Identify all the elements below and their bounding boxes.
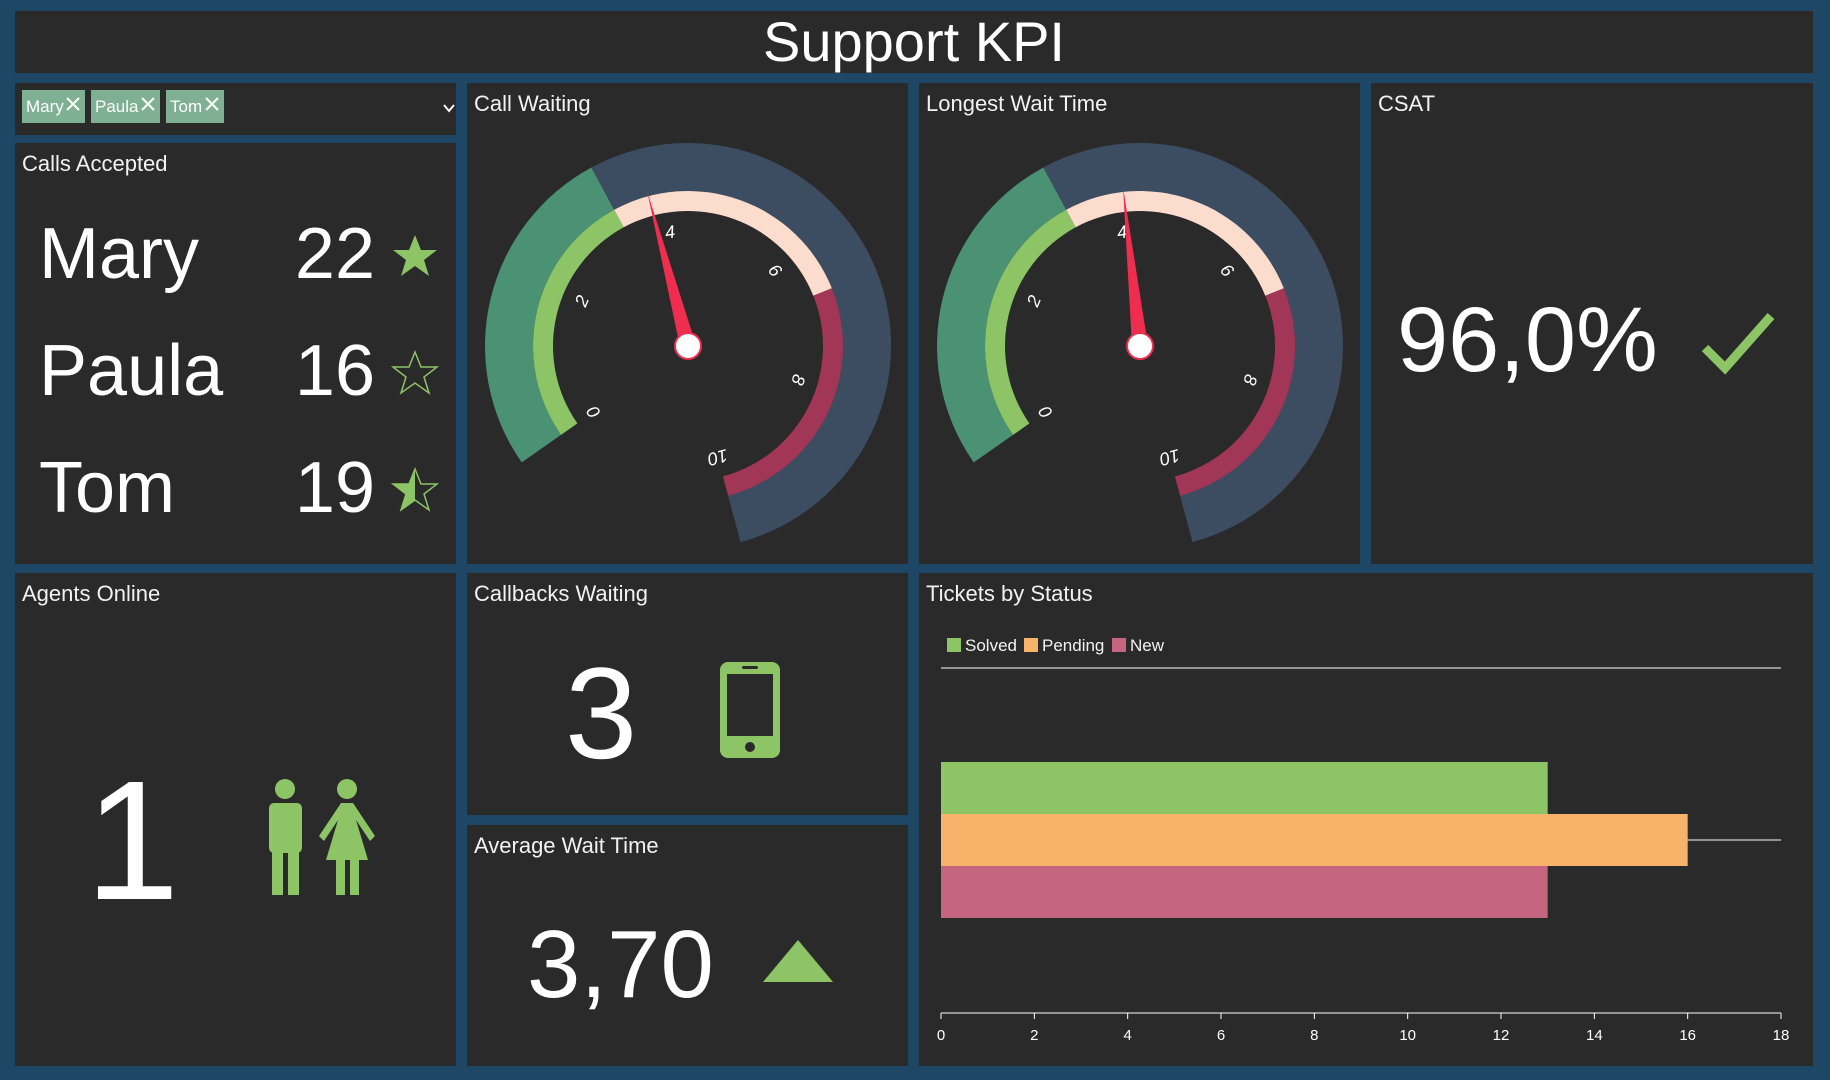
gauge-inner-band-mid [1066, 191, 1284, 296]
gauge-tick-label: 10 [706, 445, 731, 470]
gauge-tick-label: 10 [1158, 445, 1183, 470]
gauge-needle [647, 191, 696, 349]
x-tick-label: 0 [937, 1027, 945, 1044]
full-star-icon [393, 235, 437, 276]
legend-label: Pending [1042, 636, 1105, 655]
panel-title: Callbacks Waiting [474, 581, 649, 606]
phone-icon [720, 662, 780, 758]
calls-count-tom: 19 [294, 448, 375, 528]
close-icon[interactable] [204, 96, 220, 112]
csat-panel: CSAT 96,0% [1371, 83, 1813, 564]
agent-filter[interactable]: Mary Paula Tom [15, 83, 456, 135]
tickets-by-status-panel: Tickets by Status Solved Pending New 0 2 4… [919, 573, 1813, 1066]
average-wait-panel: Average Wait Time 3,70 [467, 825, 908, 1066]
bar-pending[interactable] [941, 814, 1688, 866]
gauge-outer-band-low [485, 167, 615, 463]
gauge-tick-label: 6 [1216, 260, 1238, 281]
calls-accepted-panel: Calls Accepted Mary 22 Paula 16 Tom 19 [15, 143, 456, 564]
x-tick-label: 4 [1123, 1027, 1131, 1044]
gauge-inner-band-high [1174, 288, 1295, 496]
x-tick-label: 14 [1586, 1027, 1603, 1044]
x-tick-label: 18 [1773, 1027, 1790, 1044]
filter-chip-label: Mary [26, 97, 64, 116]
x-tick-label: 8 [1310, 1027, 1318, 1044]
panel-title: Average Wait Time [474, 833, 659, 858]
gauge-tick-label: 6 [764, 260, 786, 281]
triangle-up-icon [763, 940, 833, 982]
legend-item-solved: Solved [947, 636, 1017, 656]
legend-item-new: New [1112, 636, 1164, 656]
people-icon [269, 779, 375, 895]
x-tick-label: 16 [1679, 1027, 1696, 1044]
gauge-inner-band-low [985, 209, 1076, 435]
filter-chip-paula[interactable]: Paula [91, 90, 160, 123]
agent-name-paula: Paula [39, 331, 224, 411]
gauge-tick-label: 0 [1035, 402, 1057, 422]
bar-new[interactable] [941, 866, 1548, 918]
agents-online-panel: Agents Online 1 [15, 573, 456, 1066]
filter-chip-tom[interactable]: Tom [166, 90, 224, 123]
gauge-tick-label: 8 [787, 372, 809, 387]
gauge-outer-band-low [937, 167, 1067, 463]
x-tick-label: 10 [1399, 1027, 1416, 1044]
longest-wait-gauge: 0 2 4 6 8 10 [937, 142, 1343, 543]
agent-name-mary: Mary [39, 214, 199, 294]
average-wait-value: 3,70 [527, 911, 714, 1018]
gauge-inner-band-low [533, 209, 624, 435]
bar-solved[interactable] [941, 762, 1548, 814]
gauge-tick-label: 2 [1022, 292, 1045, 310]
x-tick-label: 2 [1030, 1027, 1038, 1044]
panel-title: Calls Accepted [22, 151, 168, 176]
gauge-needle [1122, 186, 1148, 347]
gauge-tick-label: 4 [1115, 222, 1128, 243]
call-waiting-gauge: 0 2 4 6 8 10 [485, 142, 891, 543]
tickets-bar-chart: 0 2 4 6 8 10 12 14 16 18 [937, 667, 1790, 1044]
filter-chip-label: Tom [170, 97, 203, 116]
gauge-tick-label: 4 [663, 222, 676, 243]
legend-item-pending: Pending [1024, 636, 1104, 656]
filter-chip-label: Paula [95, 97, 139, 116]
filter-chip-mary[interactable]: Mary [22, 90, 85, 123]
half-star-icon [391, 466, 439, 512]
close-icon[interactable] [65, 96, 81, 112]
check-icon [1701, 313, 1775, 375]
gauge-tick-label: 2 [570, 292, 593, 310]
dashboard-title: Support KPI [763, 11, 1065, 73]
csat-value: 96,0% [1397, 289, 1658, 391]
panel-title: Tickets by Status [926, 581, 1093, 606]
gauge-inner-band-mid [614, 191, 832, 296]
chevron-down-icon[interactable] [441, 100, 456, 116]
agent-name-tom: Tom [39, 448, 176, 528]
gauge-needle-hub [1126, 332, 1154, 360]
longest-wait-panel: Longest Wait Time 0 2 4 6 8 10 [919, 83, 1360, 564]
gauge-tick-label: 0 [583, 402, 605, 422]
gauge-outer-band-high [1043, 142, 1343, 543]
callbacks-waiting-panel: Callbacks Waiting 3 [467, 573, 908, 815]
agents-online-value: 1 [85, 746, 180, 936]
gauge-inner-band-high [722, 288, 843, 496]
panel-title: Call Waiting [474, 91, 591, 116]
panel-title: Longest Wait Time [926, 91, 1108, 116]
legend-label: New [1130, 636, 1165, 655]
call-waiting-panel: Call Waiting 0 2 4 6 8 10 [467, 83, 908, 564]
empty-star-icon [391, 349, 439, 395]
close-icon[interactable] [140, 96, 156, 112]
x-tick-label: 12 [1493, 1027, 1510, 1044]
gauge-tick-label: 8 [1239, 372, 1261, 387]
gauge-outer-band-high [591, 142, 891, 543]
calls-count-paula: 16 [294, 331, 375, 411]
callbacks-waiting-value: 3 [565, 640, 638, 786]
dashboard-header: Support KPI [15, 11, 1813, 73]
panel-title: Agents Online [22, 581, 161, 606]
legend-label: Solved [965, 636, 1017, 655]
x-tick-label: 6 [1217, 1027, 1225, 1044]
panel-title: CSAT [1378, 91, 1436, 116]
calls-count-mary: 22 [294, 214, 375, 294]
gauge-needle-hub [674, 332, 702, 360]
